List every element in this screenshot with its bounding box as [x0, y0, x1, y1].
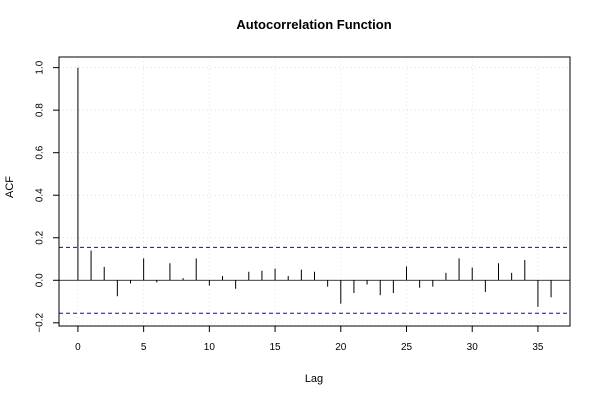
x-tick-label: 30 — [467, 342, 479, 353]
x-tick-label: 10 — [204, 342, 216, 353]
axes: 0 5 10 15 20 25 30 35 −0.2 0.0 0.2 0.4 0.6 0.8 1.0 — [35, 60, 544, 353]
y-tick-label: 0.0 — [35, 273, 46, 287]
y-tick-label: −0.2 — [35, 313, 46, 333]
y-axis-label: ACF — [4, 176, 16, 198]
x-tick-label: 15 — [270, 342, 282, 353]
grid — [59, 57, 570, 326]
x-axis-label: Lag — [305, 373, 323, 385]
y-tick-label: 0.2 — [35, 230, 46, 244]
x-tick-label: 20 — [335, 342, 347, 353]
confidence-bounds — [59, 246, 570, 314]
chart-title: Autocorrelation Function — [236, 17, 391, 32]
acf-bars — [77, 67, 552, 307]
x-tick-label: 25 — [401, 342, 413, 353]
plot-frame — [58, 56, 571, 327]
y-tick-label: 0.6 — [35, 145, 46, 159]
x-tick-label: 5 — [141, 342, 147, 353]
y-tick-label: 0.4 — [35, 188, 46, 202]
y-tick-label: 0.8 — [35, 103, 46, 117]
y-tick-label: 1.0 — [35, 60, 46, 74]
x-tick-label: 35 — [532, 342, 544, 353]
x-tick-label: 0 — [75, 342, 81, 353]
